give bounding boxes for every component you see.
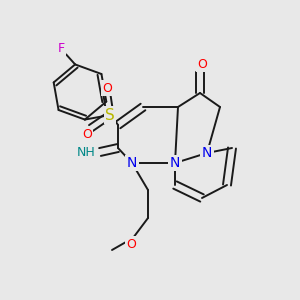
Text: O: O	[82, 128, 92, 142]
Text: N: N	[127, 156, 137, 170]
Text: N: N	[202, 146, 212, 160]
Text: F: F	[58, 42, 65, 55]
Text: O: O	[197, 58, 207, 70]
Text: S: S	[105, 107, 115, 122]
Text: O: O	[102, 82, 112, 94]
Text: NH: NH	[76, 146, 95, 158]
Text: N: N	[170, 156, 180, 170]
Text: O: O	[126, 238, 136, 250]
